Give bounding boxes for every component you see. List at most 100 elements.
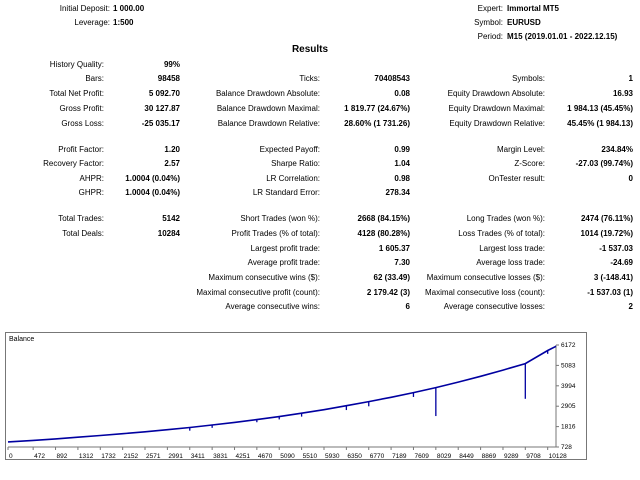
sharpe-ratio-value: 1.04 [394, 159, 410, 168]
x-tick-label: 3831 [213, 453, 228, 459]
balance-line [7, 345, 557, 443]
maximal-consec-loss-value: -1 537.03 (1) [587, 288, 633, 297]
max-consec-losses-label: Maximum consecutive losses ($): [426, 273, 545, 282]
balance-chart-svg: Balance 0 472 892 1312 1732 2152 2571 2991 3411 38… [7, 336, 576, 459]
avg-consec-losses-label: Average consecutive losses: [443, 302, 545, 311]
leverage-label: Leverage: [74, 18, 110, 27]
x-tick-label: 4670 [258, 453, 273, 459]
largest-loss-value: -1 537.03 [599, 244, 633, 253]
gross-profit-value: 30 127.87 [144, 104, 180, 113]
expert-label: Expert: [477, 4, 503, 13]
gross-loss-value: -25 035.17 [141, 119, 180, 128]
lr-correlation-value: 0.98 [394, 174, 410, 183]
y-tick-label: 6172 [561, 342, 576, 349]
sharpe-ratio-label: Sharpe Ratio: [271, 159, 320, 168]
balance-chart: Balance 0 472 892 1312 1732 2152 2571 2991 3411 38… [5, 332, 587, 460]
expert-value: Immortal MT5 [507, 4, 560, 13]
history-quality-label: History Quality: [49, 60, 104, 69]
largest-profit-label: Largest profit trade: [250, 244, 320, 253]
avg-loss-label: Average loss trade: [476, 258, 545, 267]
recovery-factor-value: 2.57 [164, 159, 180, 168]
equity-dd-rel-value: 45.45% (1 984.13) [567, 119, 633, 128]
chart-title: Balance [9, 336, 34, 343]
ontester-value: 0 [628, 174, 633, 183]
symbols-value: 1 [628, 74, 633, 83]
history-quality-value: 99% [163, 60, 180, 69]
short-trades-value: 2668 (84.15%) [357, 214, 410, 223]
ahpr-value: 1.0004 (0.04%) [125, 174, 180, 183]
margin-level-value: 234.84% [601, 145, 633, 154]
avg-profit-label: Average profit trade: [247, 258, 320, 267]
long-trades-value: 2474 (76.11%) [580, 214, 633, 223]
loss-trades-label: Loss Trades (% of total): [458, 229, 545, 238]
avg-consec-wins-value: 6 [405, 302, 410, 311]
avg-consec-wins-label: Average consecutive wins: [225, 302, 320, 311]
largest-profit-value: 1 605.37 [378, 244, 410, 253]
loss-trades-value: 1014 (19.72%) [580, 229, 633, 238]
bars-value: 98458 [157, 74, 180, 83]
x-tick-label: 7189 [392, 453, 407, 459]
x-tick-label: 6770 [370, 453, 385, 459]
equity-dd-abs-value: 16.93 [612, 89, 633, 98]
x-tick-label: 9289 [504, 453, 519, 459]
x-tick-label: 5510 [303, 453, 318, 459]
x-tick-label: 8449 [459, 453, 474, 459]
x-tick-label: 5930 [325, 453, 340, 459]
symbol-label: Symbol: [474, 18, 503, 27]
balance-dd-abs-value: 0.08 [394, 89, 410, 98]
symbols-label: Symbols: [512, 74, 545, 83]
ghpr-label: GHPR: [78, 188, 104, 197]
total-trades-label: Total Trades: [58, 214, 104, 223]
gross-profit-label: Gross Profit: [59, 104, 104, 113]
x-tick-label: 7609 [414, 453, 429, 459]
expected-payoff-value: 0.99 [394, 145, 410, 154]
profit-factor-label: Profit Factor: [58, 145, 104, 154]
x-tick-label: 8029 [437, 453, 452, 459]
y-tick-label: 728 [561, 444, 572, 451]
recovery-factor-label: Recovery Factor: [43, 159, 104, 168]
ahpr-label: AHPR: [79, 174, 104, 183]
x-tick-label: 2991 [168, 453, 183, 459]
y-tick-label: 3994 [561, 383, 576, 390]
gross-loss-label: Gross Loss: [61, 119, 104, 128]
ticks-label: Ticks: [299, 74, 320, 83]
period-value: M15 (2019.01.01 - 2022.12.15) [507, 32, 618, 41]
ghpr-value: 1.0004 (0.04%) [125, 188, 180, 197]
x-tick-label: 892 [57, 453, 68, 459]
ontester-label: OnTester result: [488, 174, 545, 183]
ticks-value: 70408543 [374, 74, 410, 83]
margin-level-label: Margin Level: [496, 145, 545, 154]
avg-consec-losses-value: 2 [628, 302, 633, 311]
max-consec-wins-value: 62 (33.49) [373, 273, 410, 282]
x-tick-label: 9708 [526, 453, 541, 459]
z-score-label: Z-Score: [514, 159, 545, 168]
x-tick-label: 2571 [146, 453, 161, 459]
total-net-profit-value: 5 092.70 [148, 89, 180, 98]
x-tick-label: 2152 [124, 453, 139, 459]
x-tick-label: 1732 [101, 453, 116, 459]
maximal-consec-loss-label: Maximal consecutive loss (count): [424, 288, 545, 297]
x-tick-label: 10128 [549, 453, 567, 459]
bars-label: Bars: [85, 74, 104, 83]
profit-factor-value: 1.20 [164, 145, 180, 154]
balance-dd-max-value: 1 819.77 (24.67%) [344, 104, 410, 113]
total-trades-value: 5142 [162, 214, 180, 223]
short-trades-label: Short Trades (won %): [240, 214, 320, 223]
period-label: Period: [477, 32, 503, 41]
equity-dd-abs-label: Equity Drawdown Absolute: [447, 89, 545, 98]
avg-loss-value: -24.69 [610, 258, 633, 267]
balance-dd-rel-label: Balance Drawdown Relative: [217, 119, 320, 128]
x-tick-label: 3411 [191, 453, 205, 459]
initial-deposit-value: 1 000.00 [113, 4, 145, 13]
balance-dd-max-label: Balance Drawdown Maximal: [216, 104, 320, 113]
equity-dd-max-value: 1 984.13 (45.45%) [567, 104, 633, 113]
balance-dd-rel-value: 28.60% (1 731.26) [344, 119, 410, 128]
long-trades-label: Long Trades (won %): [466, 214, 545, 223]
total-deals-value: 10284 [157, 229, 180, 238]
largest-loss-label: Largest loss trade: [479, 244, 545, 253]
results-title: Results [291, 44, 329, 55]
x-tick-label: 6350 [347, 453, 362, 459]
lr-correlation-label: LR Correlation: [266, 174, 320, 183]
y-tick-label: 5083 [561, 362, 576, 369]
total-deals-label: Total Deals: [62, 229, 104, 238]
